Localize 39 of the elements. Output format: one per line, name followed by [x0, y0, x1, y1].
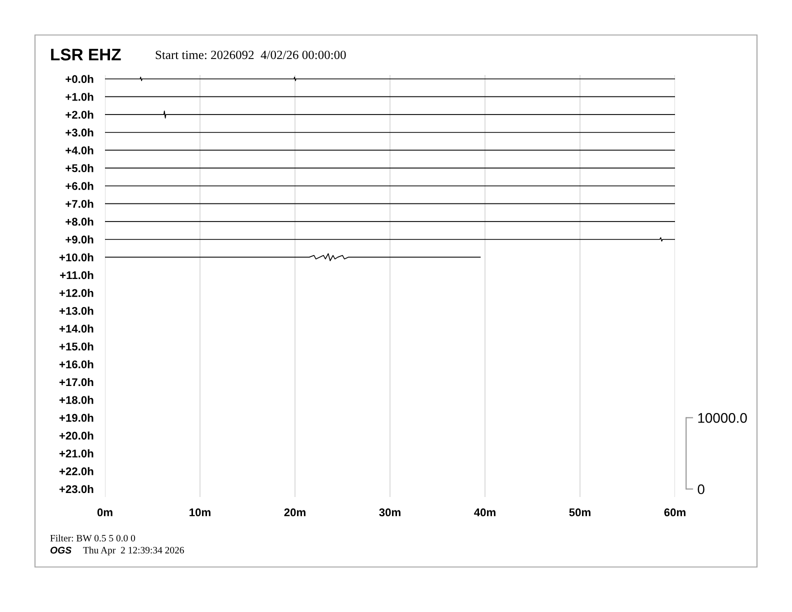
- y-tick-label: +11.0h: [60, 270, 94, 280]
- y-tick-label: +17.0h: [59, 378, 94, 386]
- y-tick-label: +19.0h: [59, 414, 94, 422]
- x-tick-label: 40m: [474, 508, 496, 516]
- y-tick-label: +8.0h: [66, 218, 94, 226]
- y-tick-label: +10.0h: [59, 253, 94, 262]
- y-tick-label: +21.0h: [59, 449, 94, 458]
- y-tick-label: +1.0h: [66, 92, 94, 101]
- y-tick-label: +18.0h: [59, 396, 94, 404]
- y-tick-label: +13.0h: [59, 306, 94, 315]
- x-tick-label: 30m: [379, 508, 400, 516]
- chart-title: LSR EHZ: [51, 48, 121, 60]
- y-tick-label: +23.0h: [59, 484, 94, 494]
- text: OGS: [50, 546, 72, 554]
- y-tick-label: +2.0h: [66, 110, 94, 119]
- y-tick-label: +16.0h: [59, 360, 94, 368]
- x-tick-label: 0m: [97, 508, 112, 516]
- y-tick-label: +0.0h: [66, 74, 94, 84]
- y-tick-label: +14.0h: [59, 324, 94, 333]
- y-tick-label: +3.0h: [66, 128, 94, 137]
- chart-subtitle: Start time: 2026092 4/02/26 00:00:00: [156, 50, 346, 60]
- x-tick-label: 60m: [664, 508, 686, 516]
- y2-tick-label: 10000.0: [698, 413, 747, 423]
- x-tick-label: 50m: [569, 508, 590, 516]
- y-tick-label: +15.0h: [59, 342, 94, 350]
- y-tick-label: +12.0h: [59, 288, 94, 297]
- x-tick-label: 20m: [284, 508, 306, 516]
- y-tick-label: +6.0h: [66, 182, 94, 190]
- x-tick-label: 10m: [190, 508, 210, 516]
- y-tick-label: +4.0h: [66, 146, 94, 154]
- y-tick-label: +22.0h: [59, 467, 94, 476]
- y-tick-label: +5.0h: [66, 164, 94, 172]
- y-tick-label: +7.0h: [66, 200, 94, 208]
- text: Thu Apr 2 12:39:34 2026: [83, 546, 184, 556]
- line-series: [105, 253, 481, 262]
- text: Filter: BW 0.5 5 0.0 0: [50, 534, 136, 542]
- y-tick-label: +9.0h: [66, 235, 94, 244]
- y2-tick-label: 0: [698, 484, 704, 494]
- y-tick-label: +20.0h: [59, 431, 94, 440]
